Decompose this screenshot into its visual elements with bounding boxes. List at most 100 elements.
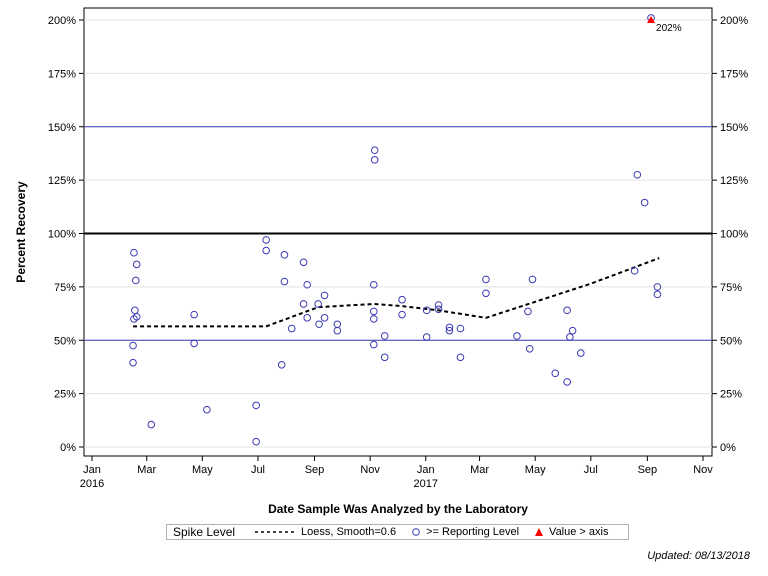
y-tick-label-right: 175% [720,68,748,80]
x-tick-year-label: 2016 [80,478,104,490]
data-point [320,314,329,322]
data-point [320,291,329,300]
y-tick-label-left: 50% [54,335,76,347]
x-tick-label: Mar [137,464,156,476]
data-point [262,246,270,255]
legend-label-value-above-axis: Value > axis [549,526,609,538]
triangle-icon [535,528,544,536]
data-point [653,290,662,299]
data-point [434,301,443,309]
data-point [577,349,585,357]
data-point [445,326,454,335]
y-tick-label-left: 200% [48,15,76,27]
data-point [132,312,141,321]
data-point [203,405,211,414]
data-point [563,306,571,315]
data-point [482,289,490,298]
data-point [280,277,289,286]
data-point [369,340,378,349]
x-tick-label: Jul [251,464,265,476]
data-point [456,324,465,333]
data-point [380,353,389,362]
y-tick-label-left: 175% [48,68,76,80]
x-axis-title: Date Sample Was Analyzed by the Laborato… [268,502,528,516]
data-point [528,275,537,284]
data-point [640,198,649,207]
legend-item-loess: Loess, Smooth=0.6 [253,526,396,538]
y-tick-label-right: 75% [720,282,742,294]
data-point [370,146,379,155]
y-tick-label-left: 25% [54,389,76,401]
y-tick-label-left: 100% [48,229,76,241]
x-tick-year-label: 2017 [414,478,438,490]
data-point [129,358,137,367]
y-tick-label-right: 0% [720,442,736,454]
data-point [277,361,286,369]
value-above-axis-label: 202% [656,23,682,34]
x-tick-label: Jul [584,464,598,476]
data-point [299,300,308,308]
data-point [287,324,296,333]
x-tick-label: Mar [470,464,489,476]
y-tick-label-right: 125% [720,175,748,187]
data-point [132,260,141,269]
y-tick-label-right: 100% [720,229,748,241]
data-point [513,332,521,340]
x-tick-label: Sep [638,464,658,476]
y-axis-title: Percent Recovery [14,181,28,283]
data-point [369,315,378,323]
loess-line [133,257,660,328]
data-point [434,305,443,314]
data-point [568,326,577,335]
data-point [333,326,342,335]
data-point [129,341,137,350]
legend-title: Spike Level [173,525,236,539]
y-tick-label-right: 50% [720,335,742,347]
data-point [398,310,406,319]
data-point [280,251,289,259]
data-point [315,320,323,329]
y-tick-label-left: 0% [60,442,76,454]
y-tick-label-right: 25% [720,389,742,401]
y-tick-label-left: 75% [54,282,76,294]
data-point [445,323,454,332]
data-point [303,314,312,322]
y-tick-label-right: 150% [720,122,748,134]
y-tick-label-left: 150% [48,122,76,134]
legend-label-loess: Loess, Smooth=0.6 [301,526,397,538]
data-point [370,156,379,164]
data-point [262,236,270,244]
x-tick-label: Jan [417,464,435,476]
data-point [653,283,662,291]
x-tick-label: May [525,464,546,476]
updated-footnote: Updated: 08/13/2018 [647,550,750,562]
open-circle-icon [412,528,420,536]
legend-item-value-above-axis: Value > axis [533,526,608,538]
x-tick-label: Sep [305,464,325,476]
data-point [398,295,406,304]
data-point [190,339,198,348]
data-point [369,307,378,316]
plot-frame [83,7,713,457]
data-point [456,353,465,362]
data-point [131,276,140,285]
data-point [630,267,639,275]
y-tick-label-left: 125% [48,175,76,187]
data-point [563,378,571,386]
x-tick-label: Jan [83,464,101,476]
data-point [422,333,431,341]
data-point [303,280,312,289]
data-point [633,170,642,179]
x-tick-label: Nov [360,464,380,476]
data-point [130,248,138,257]
data-point [551,369,560,378]
value-above-axis-marker [647,16,656,23]
data-point [252,437,260,446]
data-point [299,258,308,267]
data-point [566,333,574,341]
x-tick-label: Nov [693,464,713,476]
data-point [380,332,389,340]
data-point [314,300,322,308]
y-tick-label-right: 200% [720,15,748,27]
